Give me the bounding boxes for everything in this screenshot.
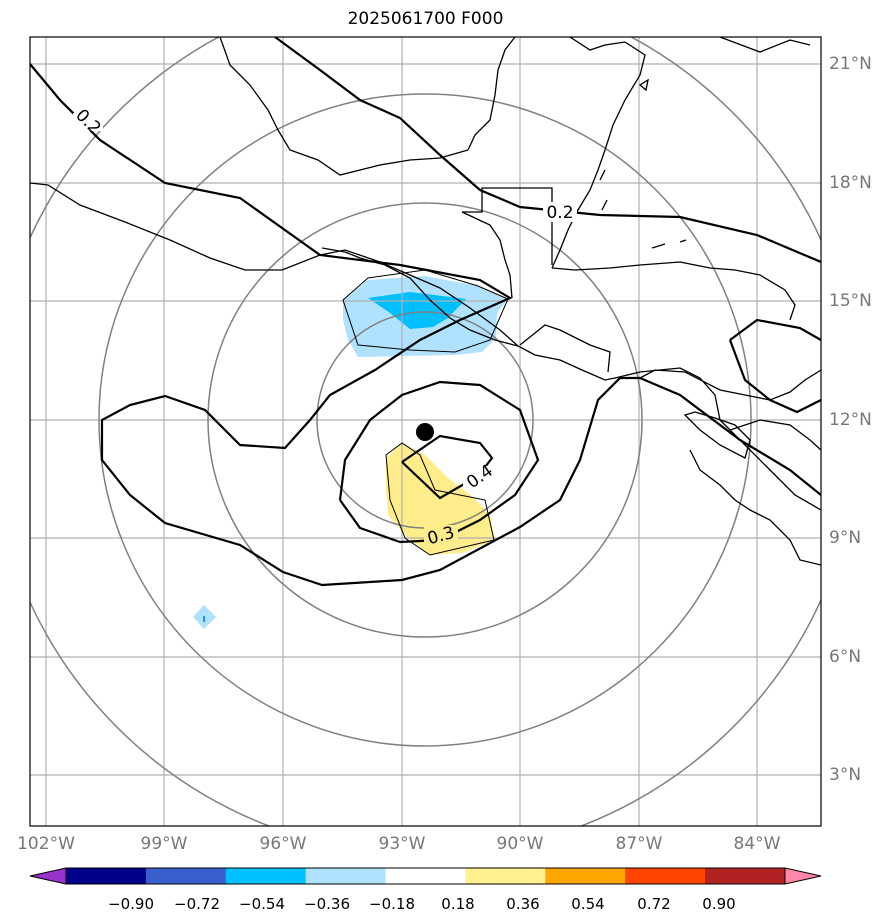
colorbar-swatch [225,868,307,884]
contour-label-1: 0.2 [543,202,577,223]
colorbar-swatch [66,868,147,884]
lat-label: 15°N [829,291,872,311]
colorbar-tick-label: 0.72 [637,895,671,913]
colorbar-swatch [145,868,227,884]
colorbar-tick-label: 0.54 [571,895,605,913]
colorbar [29,867,822,885]
colorbar-tick-label: 0.36 [506,895,540,913]
colorbar-tick-label: −0.72 [174,895,220,913]
colorbar-tick-label: −0.36 [304,895,350,913]
storm-center-dot [416,423,434,441]
colorbar-swatch [305,868,387,884]
inner-contour-thin [342,269,509,556]
svg-text:0.2: 0.2 [71,105,104,138]
lat-lon-grid [30,37,821,826]
contour-label-0: 0.2 [71,105,104,138]
colorbar-frame [65,867,786,885]
lat-label: 18°N [829,173,872,193]
height-contours [30,37,821,587]
colorbar-tick-label: 0.90 [702,895,736,913]
colorbar-swatch [545,868,626,884]
lon-label: 84°W [733,834,781,854]
lat-label: 6°N [829,647,862,667]
colorbar-tick-label: −0.54 [239,895,285,913]
contour-label-3: 0.4 [463,461,497,493]
colorbar-tick-label: −0.90 [108,895,154,913]
lon-label: 93°W [378,834,426,854]
svg-text:0.4: 0.4 [463,461,497,493]
lat-label: 21°N [829,54,872,74]
lat-label: 9°N [829,528,862,548]
colorbar-tick-label: −0.18 [369,895,415,913]
lat-label: 12°N [829,410,872,430]
lon-label: 99°W [140,834,188,854]
lon-label: 90°W [496,834,544,854]
colorbar-swatch [465,868,546,884]
colorbar-extend-low [29,867,67,885]
coastlines [30,37,821,566]
svg-text:0.2: 0.2 [546,203,573,223]
map-title: 2025061700 F000 [347,9,504,29]
lon-label: 96°W [259,834,307,854]
colorbar-tick-label: 0.18 [441,895,475,913]
lon-label: 102°W [17,834,75,854]
colorbar-swatch [625,868,706,884]
lat-label: 3°N [829,765,862,785]
colorbar-extend-high [784,867,822,885]
map-frame [29,36,822,827]
colorbar-swatch [385,868,466,884]
colorbar-swatch [705,868,786,884]
contour-label-2: 0.3 [424,523,458,549]
lon-label: 87°W [615,834,663,854]
